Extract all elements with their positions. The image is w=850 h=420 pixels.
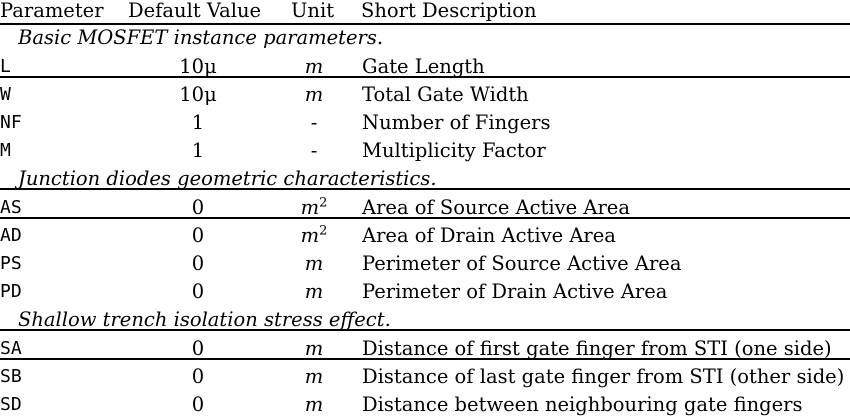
table-row: M 1 - Multiplicity Factor: [0, 137, 850, 165]
table-row: W 10μ m Total Gate Width: [0, 81, 850, 109]
unit-exponent: 2: [319, 223, 328, 239]
table-body: Basic MOSFET instance parameters. L 10μ m Ga…: [0, 24, 850, 419]
parameter-name: PS: [0, 253, 22, 274]
table-header-row: Parameter Default Value Unit Short Descr…: [0, 0, 850, 24]
unit-exponent: 2: [319, 195, 328, 211]
unit-base: m: [304, 55, 324, 78]
default-value: 10μ: [179, 55, 217, 78]
table-rule: [0, 188, 850, 190]
table-row: SB 0 m Distance of last gate finger from ST…: [0, 363, 850, 391]
parameter-name: NF: [0, 112, 22, 133]
unit-cell: m: [286, 250, 342, 278]
header-description: Short Description: [361, 0, 537, 22]
table-row: L 10μ m Gate Length: [0, 53, 850, 81]
parameter-name: L: [0, 56, 11, 77]
section-title-row: Junction diodes geometric characteristic…: [0, 165, 850, 194]
table-row: PD 0 m Perimeter of Drain Active Area: [0, 278, 850, 306]
unit-cell: m: [286, 363, 342, 391]
short-description: Area of Source Active Area: [362, 196, 630, 219]
unit-base: m: [304, 393, 324, 416]
table-rule: [0, 329, 850, 331]
unit-base: m: [304, 252, 324, 275]
unit-cell: m2: [286, 194, 342, 222]
table-rule: [0, 358, 850, 360]
default-value: 0: [191, 252, 205, 275]
default-value: 1: [191, 111, 205, 134]
unit-base: m: [300, 196, 320, 219]
unit-cell: m: [286, 391, 342, 419]
unit-cell: -: [286, 137, 342, 165]
section-title: Junction diodes geometric characteristic…: [18, 167, 437, 190]
parameter-name: AS: [0, 197, 22, 218]
short-description: Perimeter of Source Active Area: [362, 252, 682, 275]
short-description: Gate Length: [362, 55, 485, 78]
default-value: 0: [191, 224, 205, 247]
parameter-name: SB: [0, 366, 22, 387]
unit-base: m: [304, 280, 324, 303]
table-rule: [0, 23, 850, 25]
section-title-row: Basic MOSFET instance parameters.: [0, 24, 850, 53]
unit-cell: m: [286, 53, 342, 81]
unit-cell: m: [286, 278, 342, 306]
table-row: SA 0 m Distance of first gate finger from S…: [0, 335, 850, 363]
short-description: Number of Fingers: [362, 111, 551, 134]
unit-base: m: [300, 224, 320, 247]
unit-cell: m2: [286, 222, 342, 250]
short-description: Area of Drain Active Area: [362, 224, 616, 247]
short-description: Distance between neighbouring gate finge…: [362, 393, 803, 416]
parameter-name: W: [0, 84, 11, 105]
default-value: 0: [191, 196, 205, 219]
table-row: NF 1 - Number of Fingers: [0, 109, 850, 137]
default-value: 0: [191, 337, 205, 360]
default-value: 0: [191, 393, 205, 416]
header-parameter: Parameter: [0, 0, 104, 22]
unit-cell: m: [286, 335, 342, 363]
header-unit: Unit: [291, 0, 335, 22]
parameter-name: AD: [0, 225, 22, 246]
parameter-name: PD: [0, 281, 22, 302]
default-value: 0: [191, 280, 205, 303]
default-value: 0: [191, 365, 205, 388]
parameter-name: M: [0, 140, 11, 161]
short-description: Total Gate Width: [362, 83, 529, 106]
short-description: Distance of first gate finger from STI (…: [362, 337, 832, 360]
default-value: 10μ: [179, 83, 217, 106]
parameter-name: SD: [0, 394, 22, 415]
section-title: Shallow trench isolation stress effect.: [18, 308, 391, 331]
unit-cell: -: [286, 109, 342, 137]
default-value: 1: [191, 139, 205, 162]
table-row: AD 0 m2 Area of Drain Active Area: [0, 222, 850, 250]
table-row: SD 0 m Distance between neighbouring gate f…: [0, 391, 850, 419]
table-rule: [0, 76, 850, 78]
unit-cell: m: [286, 81, 342, 109]
table-rule: [0, 217, 850, 219]
unit-base: -: [310, 139, 318, 162]
short-description: Distance of last gate finger from STI (o…: [362, 365, 845, 388]
short-description: Perimeter of Drain Active Area: [362, 280, 668, 303]
section-title: Basic MOSFET instance parameters.: [18, 26, 384, 49]
table-row: PS 0 m Perimeter of Source Active Area: [0, 250, 850, 278]
parameter-name: SA: [0, 338, 22, 359]
unit-base: m: [304, 83, 324, 106]
unit-base: m: [304, 337, 324, 360]
unit-base: -: [310, 111, 318, 134]
unit-base: m: [304, 365, 324, 388]
short-description: Multiplicity Factor: [362, 139, 546, 162]
header-default-value: Default Value: [128, 0, 262, 22]
section-title-row: Shallow trench isolation stress effect.: [0, 306, 850, 335]
table-row: AS 0 m2 Area of Source Active Area: [0, 194, 850, 222]
